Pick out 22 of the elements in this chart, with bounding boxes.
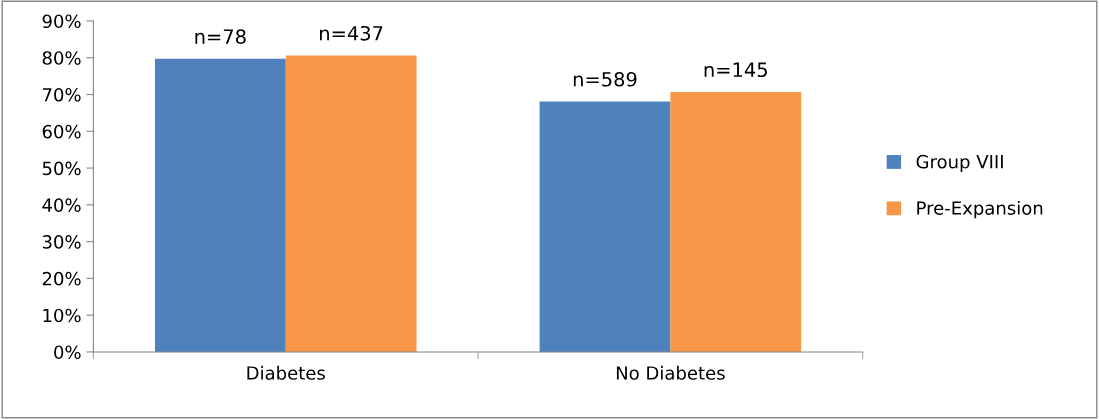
annotation: n=589: [573, 71, 637, 87]
bar: [285, 55, 417, 352]
y-tick-label: 30%: [42, 235, 81, 249]
bar: [670, 91, 802, 352]
annotation: n=437: [320, 25, 383, 41]
y-tick-label: 50%: [42, 161, 81, 176]
y-tick-label: 80%: [42, 51, 81, 65]
annotation: n=78: [195, 29, 246, 44]
legend-label: Group VIII: [916, 154, 1003, 173]
bar: [154, 58, 286, 352]
x-tick-label: Diabetes: [247, 365, 325, 380]
legend-label: Pre-Expansion: [917, 200, 1043, 219]
x-tick-label: No Diabetes: [616, 365, 725, 380]
y-tick-label: 10%: [43, 308, 81, 323]
y-tick-label: 20%: [42, 271, 81, 286]
y-tick-label: 60%: [42, 124, 81, 139]
bar: [539, 101, 671, 352]
y-tick-label: 70%: [42, 87, 81, 102]
y-tick-label: 90%: [42, 14, 81, 29]
y-tick-label: 0%: [54, 345, 81, 360]
annotation: n=145: [704, 62, 767, 78]
y-tick-label: 40%: [42, 198, 81, 212]
